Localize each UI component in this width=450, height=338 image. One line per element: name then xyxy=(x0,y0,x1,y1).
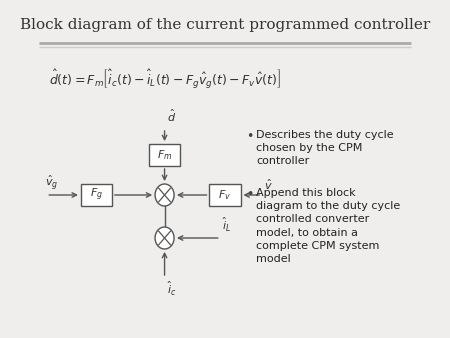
Text: Block diagram of the current programmed controller: Block diagram of the current programmed … xyxy=(20,18,430,32)
Circle shape xyxy=(155,184,174,206)
Bar xyxy=(149,144,180,166)
Text: •: • xyxy=(247,188,254,201)
Text: $\hat{d}(t) = F_m \left[ \hat{i}_c(t) - \hat{i}_L(t) - F_g\hat{v}_g(t) - F_v\hat: $\hat{d}(t) = F_m \left[ \hat{i}_c(t) - … xyxy=(49,68,281,91)
Text: $\hat{v}_g$: $\hat{v}_g$ xyxy=(45,173,58,192)
Text: $F_g$: $F_g$ xyxy=(90,187,103,203)
Text: $F_v$: $F_v$ xyxy=(218,188,232,202)
Text: $\hat{v}$: $\hat{v}$ xyxy=(264,177,273,192)
Text: $\hat{d}$: $\hat{d}$ xyxy=(167,107,176,124)
Text: $\hat{i}_c$: $\hat{i}_c$ xyxy=(167,280,177,298)
Text: Append this block
diagram to the duty cycle
controlled converter
model, to obtai: Append this block diagram to the duty cy… xyxy=(256,188,400,264)
Text: $F_m$: $F_m$ xyxy=(157,148,172,162)
Bar xyxy=(81,184,112,206)
Text: •: • xyxy=(247,130,254,143)
Text: $\hat{i}_L$: $\hat{i}_L$ xyxy=(222,216,232,234)
Bar xyxy=(209,184,241,206)
Text: Describes the duty cycle
chosen by the CPM
controller: Describes the duty cycle chosen by the C… xyxy=(256,130,394,166)
Circle shape xyxy=(155,227,174,249)
